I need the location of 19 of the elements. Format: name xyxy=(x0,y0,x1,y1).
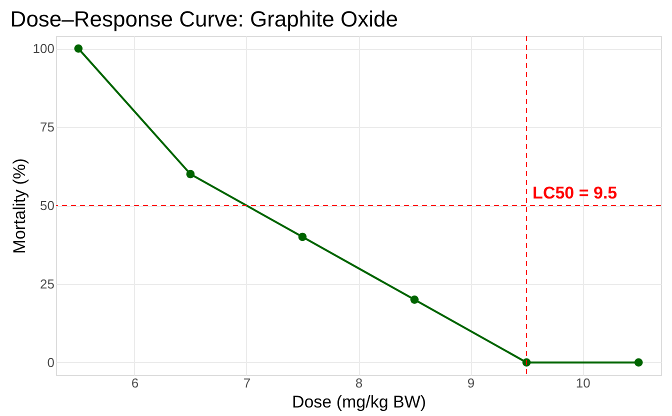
x-tick-label: 6 xyxy=(131,376,139,390)
y-tick-label: 75 xyxy=(40,120,54,135)
y-axis-title: Mortality (%) xyxy=(10,158,29,254)
ref-line-label: LC50 = 9.5 xyxy=(532,184,618,202)
y-tick-label: 100 xyxy=(32,41,54,56)
point xyxy=(186,170,195,178)
x-tick-label: 9 xyxy=(467,376,475,390)
y-tick-label: 25 xyxy=(40,276,54,292)
y-tick-label: 0 xyxy=(47,354,54,370)
point xyxy=(410,295,419,304)
x-axis-title: Dose (mg/kg BW) xyxy=(292,392,426,412)
x-tick-label: 10 xyxy=(576,376,590,390)
point xyxy=(634,358,643,367)
x-tick-label: 7 xyxy=(243,376,251,390)
chart-title: Dose–Response Curve: Graphite Oxide xyxy=(10,6,398,32)
x-tick-label: 8 xyxy=(355,376,363,390)
point xyxy=(74,44,83,53)
point xyxy=(298,232,307,242)
y-tick-label: 50 xyxy=(40,198,54,213)
